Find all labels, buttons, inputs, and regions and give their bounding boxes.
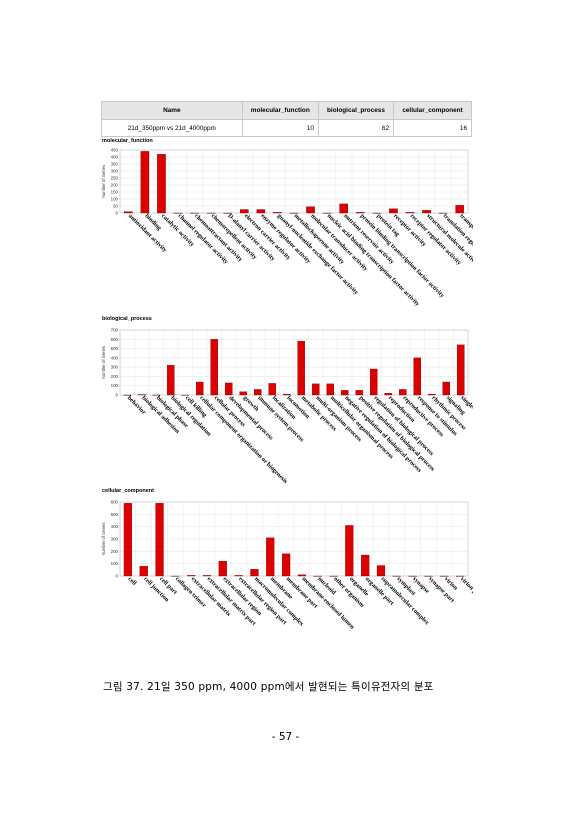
y-tick-label: 400	[111, 524, 119, 529]
bar-cell-junction	[139, 565, 148, 577]
y-tick-label: 600	[111, 337, 119, 342]
biological-process-title: biological_process	[102, 316, 152, 322]
bar-enzyme-regulator-activity	[256, 209, 266, 214]
bar-receptor-activity	[389, 208, 398, 214]
bar-multicellular-organismal-process	[326, 383, 335, 396]
bar-nutrient-reservoir-activity	[339, 203, 349, 214]
summary-table: Name molecular_function biological_proce…	[101, 101, 472, 137]
y-tick-label: 100	[111, 383, 119, 388]
row-name: 21d_350ppm vs 21d_4000ppm	[101, 119, 243, 137]
bar-rhythmic-process	[427, 393, 436, 396]
bar-receptor-regulator-activity	[405, 212, 415, 214]
bar-extracellular-region-part	[234, 575, 243, 577]
bar-extracellular-matrix	[187, 575, 196, 577]
bar-positive-regulation-of-biological-process	[355, 390, 364, 396]
bar-structural-molecule-activity	[422, 210, 431, 214]
molecular-function-chart: molecular_function 0 50 100 150 200 250 300 350 4…	[101, 138, 473, 308]
y-axis-label: Number of Genes	[101, 522, 106, 555]
bar-single-organism-process	[456, 344, 465, 396]
x-tick-label: virion part	[459, 575, 473, 601]
y-tick-label: 0	[116, 574, 119, 579]
y-tick-label: 500	[111, 512, 119, 517]
y-tick-label: 0	[116, 393, 119, 398]
table-row: 21d_350ppm vs 21d_4000ppm 10 62 16	[101, 119, 472, 137]
y-tick-label: 500	[111, 346, 119, 351]
bar-catalytic-activity	[157, 154, 166, 214]
y-tick-label: 300	[111, 537, 119, 542]
bar-guanyl-nucleotide-exchange-factor-activity	[273, 212, 282, 214]
molecular-function-title: molecular_function	[102, 138, 153, 144]
bar-organelle-part	[361, 554, 370, 577]
cellular-component-chart: cellular_component 0 100 200 300 400 500 600 Num…	[101, 488, 473, 631]
bar-membrane-part	[281, 553, 291, 577]
y-tick-label: 150	[111, 190, 119, 195]
bar-negative-regulation-of-biological-process	[340, 390, 349, 396]
header-molecular-function: molecular_function	[241, 101, 319, 120]
bar-reproductive-process	[398, 389, 407, 396]
header-biological-process: biological_process	[317, 101, 395, 120]
bar-multi-organism-process	[311, 383, 320, 396]
y-tick-label: 100	[111, 197, 119, 202]
bar-immune-system-process	[253, 389, 262, 396]
figure-caption: 그림 37. 21일 350 ppm, 4000 ppm에서 발현되는 특이유전…	[103, 681, 434, 693]
bar-binding	[140, 151, 150, 214]
y-tick-label: 350	[111, 162, 119, 167]
y-tick-label: 600	[111, 500, 119, 505]
bar-membrane	[266, 537, 275, 577]
bar-metabolic-process	[297, 340, 306, 396]
bar-locomotion	[282, 393, 291, 396]
bar-extracellular-matrix-part	[202, 575, 212, 577]
row-cellular-component: 16	[393, 119, 472, 137]
row-molecular-function: 10	[241, 119, 319, 137]
bar-regulation-of-biological-process	[369, 368, 378, 396]
biological-process-chart: biological_process 0 100 200 300 400 500 600 700…	[101, 316, 473, 485]
page-number: - 57 -	[271, 731, 300, 743]
bar-antioxidant-activity	[123, 211, 133, 214]
y-axis-label: Number of Genes	[101, 165, 106, 198]
header-name: Name	[101, 101, 243, 120]
y-tick-label: 450	[111, 148, 119, 153]
y-tick-label: 200	[111, 183, 119, 188]
bar-cell-part	[155, 503, 164, 577]
bar-supramolecular-complex	[376, 565, 386, 577]
bar-cell	[123, 503, 133, 577]
y-tick-label: 100	[111, 561, 119, 566]
bar-electron-carrier-activity	[239, 209, 249, 214]
bar-extracellular-region	[218, 561, 227, 577]
y-tick-label: 200	[111, 374, 119, 379]
bar-molecular-transducer-activity	[306, 206, 315, 214]
x-tick-label: cell	[126, 575, 137, 586]
y-tick-label: 700	[111, 328, 119, 333]
bar-biological-regulation	[166, 365, 175, 396]
bar-localization	[268, 383, 277, 396]
y-tick-label: 200	[111, 549, 119, 554]
bar-developmental-process	[224, 382, 233, 396]
table-header-row: Name molecular_function biological_proce…	[101, 101, 472, 120]
plot-area	[119, 149, 469, 214]
cellular-component-title: cellular_component	[102, 488, 154, 494]
y-tick-label: 300	[111, 365, 119, 370]
bar-reproduction	[384, 392, 393, 396]
y-tick-label: 0	[116, 211, 119, 216]
y-tick-label: 400	[111, 155, 119, 160]
bar-macromolecular-complex	[250, 569, 259, 577]
bar-response-to-stimulus	[413, 357, 422, 396]
bar-membrane-enclosed-lumen	[297, 574, 307, 577]
bar-transporter-activity	[455, 205, 465, 214]
y-axis-label: Number of Genes	[101, 346, 106, 379]
header-cellular-component: cellular_component	[393, 101, 472, 120]
y-tick-label: 50	[113, 204, 118, 209]
bar-growth	[239, 391, 248, 396]
y-tick-label: 250	[111, 176, 119, 181]
y-tick-label: 400	[111, 355, 119, 360]
y-tick-label: 300	[111, 169, 119, 174]
bar-cellular-process	[210, 339, 219, 396]
bar-organelle	[345, 525, 354, 577]
bar-cellular-component-organization-or-biogenesis	[195, 381, 204, 396]
bar-signaling	[442, 381, 451, 396]
row-biological-process: 62	[317, 119, 395, 137]
bar-protein-binding-transcription-factor-activity	[355, 212, 365, 214]
